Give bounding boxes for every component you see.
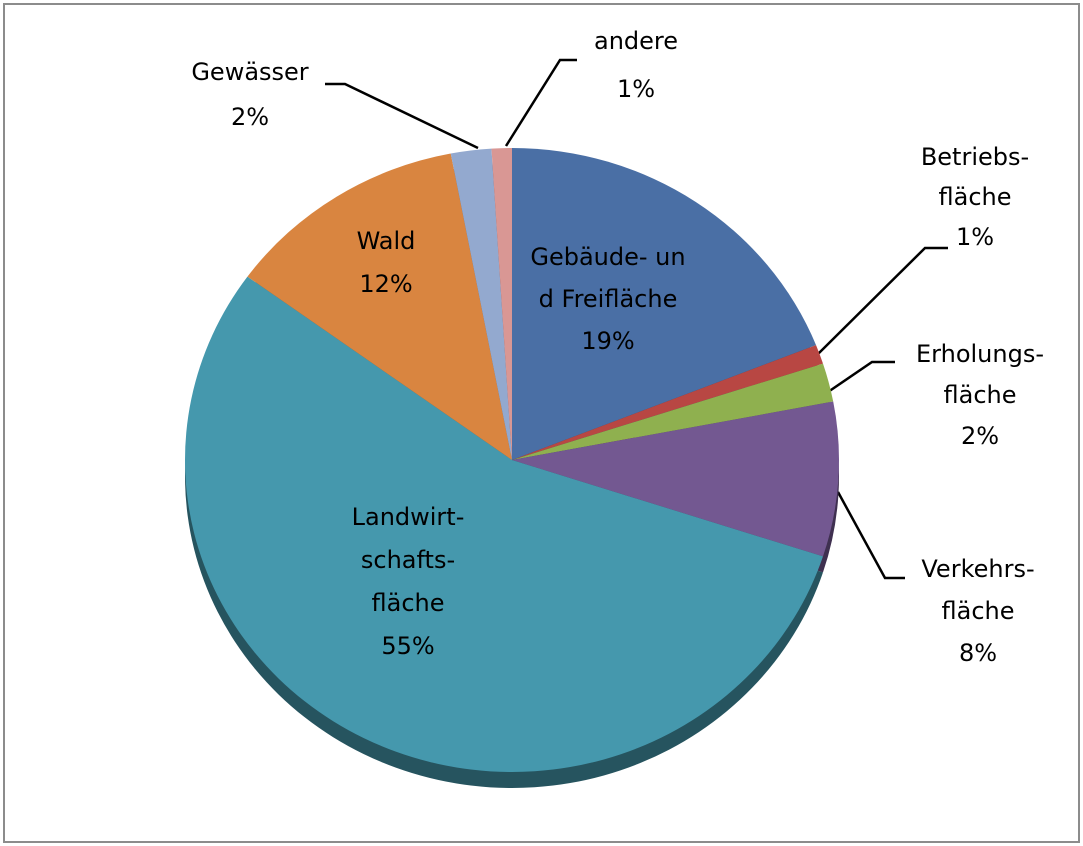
value-label: 2% <box>231 103 269 131</box>
category-label-line: fläche <box>942 597 1015 625</box>
value-label: 1% <box>956 223 994 251</box>
pie-slice <box>247 153 512 461</box>
category-label-line: Erholungs- <box>916 340 1044 368</box>
category-label-line: Landwirt- <box>352 503 465 531</box>
pie-slice <box>512 363 834 460</box>
leader-line <box>325 82 479 150</box>
category-label-line: andere <box>594 27 678 55</box>
category-label-line: Gewässer <box>191 58 308 86</box>
leader-line <box>827 360 895 394</box>
category-label-line: Gebäude- un <box>530 243 685 271</box>
category-label-line: d Freifläche <box>539 285 678 313</box>
value-label: 19% <box>581 327 634 355</box>
category-label-line: fläche <box>939 183 1012 211</box>
category-label-line: schafts- <box>361 546 455 574</box>
pie-slice <box>491 148 512 460</box>
category-label: Gewässer <box>191 58 308 86</box>
value-label: 55% <box>381 632 434 660</box>
pie-slice <box>450 148 512 460</box>
category-label: Wald <box>357 227 416 255</box>
category-label: Erholungs-fläche <box>916 340 1044 409</box>
category-label-line: Wald <box>357 227 416 255</box>
category-label-line: fläche <box>944 381 1017 409</box>
value-label: 1% <box>617 75 655 103</box>
category-label: Verkehrs-fläche <box>921 555 1034 625</box>
pie-slice <box>512 345 823 460</box>
leader-line <box>817 246 948 355</box>
category-label: Landwirt-schafts-fläche <box>352 503 465 617</box>
category-label-line: Betriebs- <box>921 143 1029 171</box>
leader-line <box>836 491 905 580</box>
value-label: 2% <box>961 422 999 450</box>
category-label: andere <box>594 27 678 55</box>
category-label: Betriebs-fläche <box>921 143 1029 211</box>
category-label: Gebäude- un d Freifläche <box>530 243 685 313</box>
pie-slice <box>512 401 839 557</box>
category-label-line: fläche <box>372 589 445 617</box>
value-label: 8% <box>959 639 997 667</box>
category-label-line: Verkehrs- <box>921 555 1034 583</box>
pie-slice <box>185 276 823 772</box>
pie-slice <box>512 148 817 460</box>
value-label: 12% <box>359 270 412 298</box>
leader-line <box>504 58 577 147</box>
